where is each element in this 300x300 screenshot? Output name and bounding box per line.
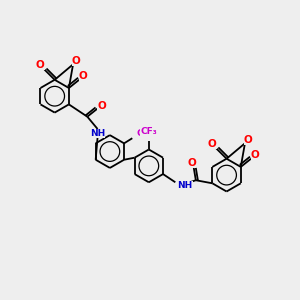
Text: CF₃: CF₃ <box>136 129 153 138</box>
Text: O: O <box>208 140 217 149</box>
Text: O: O <box>36 60 45 70</box>
Text: CF₃: CF₃ <box>140 127 157 136</box>
Text: NH: NH <box>90 129 105 138</box>
Text: O: O <box>72 56 80 66</box>
Text: O: O <box>79 71 88 81</box>
Text: O: O <box>97 101 106 111</box>
Text: O: O <box>244 135 252 145</box>
Text: O: O <box>251 150 260 160</box>
Text: O: O <box>188 158 196 168</box>
Text: NH: NH <box>177 181 193 190</box>
